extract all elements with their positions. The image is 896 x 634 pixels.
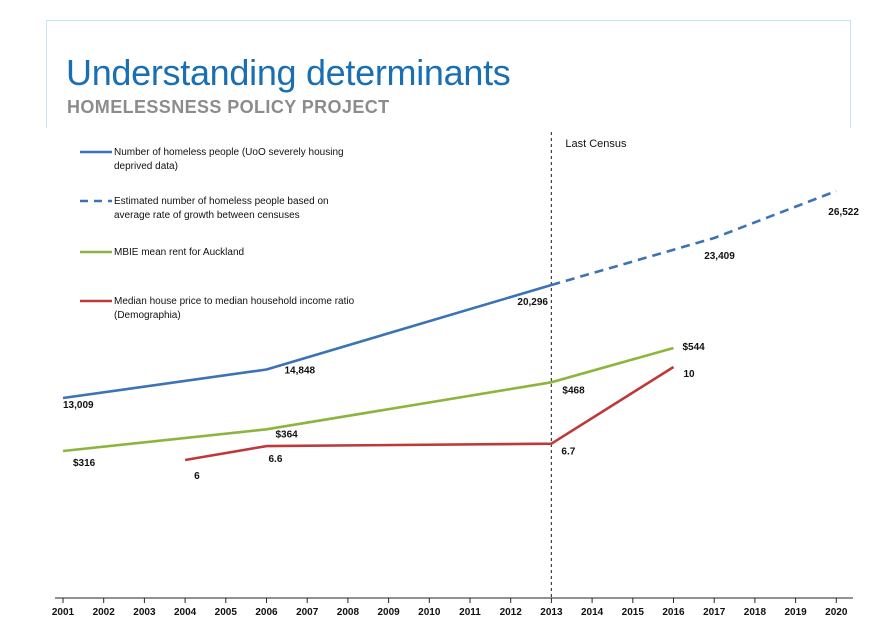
x-tick-label: 2011 [459,607,481,618]
x-tick-label: 2007 [296,607,319,618]
header-frame [46,20,851,128]
x-tick-label: 2008 [337,607,360,618]
x-tick-label: 2016 [662,607,685,618]
data-label: 20,296 [517,297,548,308]
data-label: 26,522 [828,207,859,218]
x-tick-label: 2001 [52,607,75,618]
x-tick-label: 2018 [744,607,767,618]
data-label: 6 [194,471,200,482]
x-tick-label: 2004 [174,607,197,618]
data-label: $544 [683,342,706,353]
legend-label: Number of homeless people (UoO severely … [114,147,344,158]
data-label: 14,848 [285,365,316,376]
census-marker-label: Last Census [565,138,627,150]
x-tick-label: 2010 [418,607,441,618]
x-tick-label: 2009 [377,607,400,618]
series-line-1 [62,283,552,400]
legend-label: Estimated number of homeless people base… [114,196,329,207]
x-tick-label: 2002 [93,607,116,618]
x-tick-label: 2006 [255,607,278,618]
series-line-2 [551,189,837,287]
data-label: 10 [684,369,696,380]
data-label: $316 [73,458,96,469]
data-label: 23,409 [704,251,735,262]
x-tick-label: 2003 [133,607,156,618]
page-title: Understanding determinants [66,52,511,93]
series-line-4 [184,365,675,462]
legend-label: deprived data) [114,161,178,172]
x-tick-label: 2015 [622,607,645,618]
legend-label: Median house price to median household i… [114,296,355,307]
legend-label: average rate of growth between censuses [114,210,300,221]
x-tick-label: 2012 [500,607,523,618]
x-tick-label: 2020 [825,607,848,618]
data-label: $468 [562,385,585,396]
x-tick-label: 2019 [784,607,807,618]
data-label: 13,009 [63,400,94,411]
data-label: $364 [276,429,299,440]
data-label: 6.6 [269,454,283,465]
data-label: 6.7 [561,447,575,458]
x-tick-label: 2013 [540,607,563,618]
legend-label: (Demographia) [114,310,181,321]
page-subtitle: HOMELESSNESS POLICY PROJECT [67,97,390,117]
legend-label: MBIE mean rent for Auckland [114,247,244,258]
series-line-3 [62,346,674,453]
x-tick-label: 2005 [215,607,238,618]
x-tick-label: 2014 [581,607,604,618]
x-tick-label: 2017 [703,607,726,618]
